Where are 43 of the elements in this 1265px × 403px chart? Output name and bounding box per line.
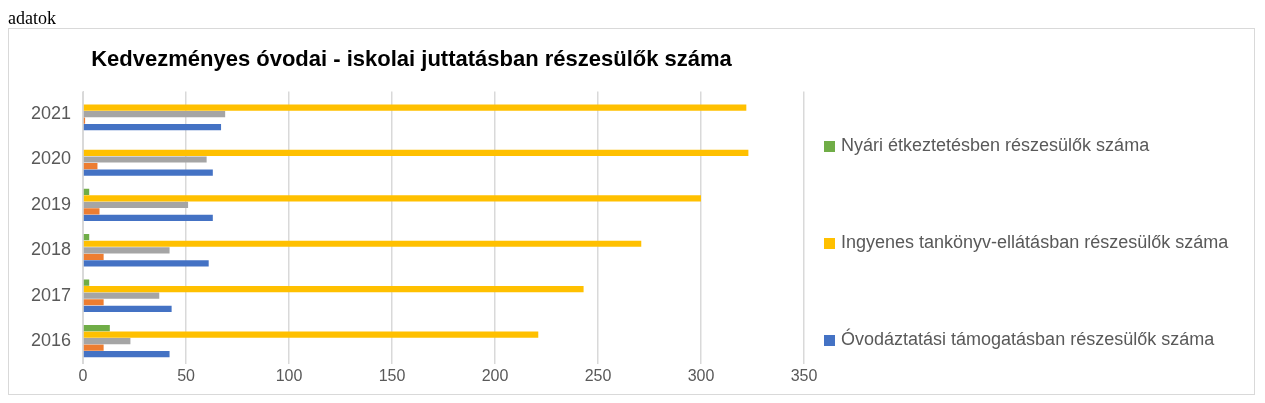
bar [83,149,749,157]
bar [83,162,98,170]
bar [83,299,104,306]
bar [83,286,584,293]
legend-label: Ingyenes tankönyv-ellátásban részesülők száma [841,231,1229,254]
bar [83,253,104,260]
bar [83,331,539,338]
legend-label: Nyári étkeztetésben részesülők száma [841,134,1150,158]
bar [83,247,170,254]
x-tick-label: 50 [177,366,196,384]
bar [83,214,213,222]
x-tick-label: 350 [790,366,818,384]
x-tick-label: 300 [687,366,715,384]
bar [83,292,160,299]
bar [83,201,189,209]
x-tick-label: 150 [378,366,406,384]
x-tick-label: 250 [584,366,612,384]
bar [83,169,213,176]
bar [83,195,702,202]
y-tick-label: 2021 [31,103,72,124]
x-tick-label: 200 [481,366,509,384]
chart-title: Kedvezményes óvodai - iskolai juttatásban részesülők száma [91,46,733,72]
y-tick-label: 2016 [31,330,72,351]
x-tick-label: 100 [275,366,303,384]
y-tick-label: 2018 [31,239,72,260]
bar [83,338,131,345]
bar [83,260,209,267]
bar [83,208,100,215]
y-tick-label: 2019 [31,193,72,214]
bar [83,305,172,312]
text: adatok [8,8,57,28]
y-tick-label: 2017 [31,284,72,305]
bar [83,324,110,332]
bar [83,344,104,351]
bar [83,351,170,358]
bar [83,240,642,247]
x-tick-label: 0 [78,366,88,384]
bar [83,111,226,118]
legend-label: Óvodáztatási támogatásban részesülők száma [841,327,1215,351]
bar [83,104,747,111]
bar [83,156,207,163]
bar [83,124,222,131]
y-tick-label: 2020 [31,148,72,169]
